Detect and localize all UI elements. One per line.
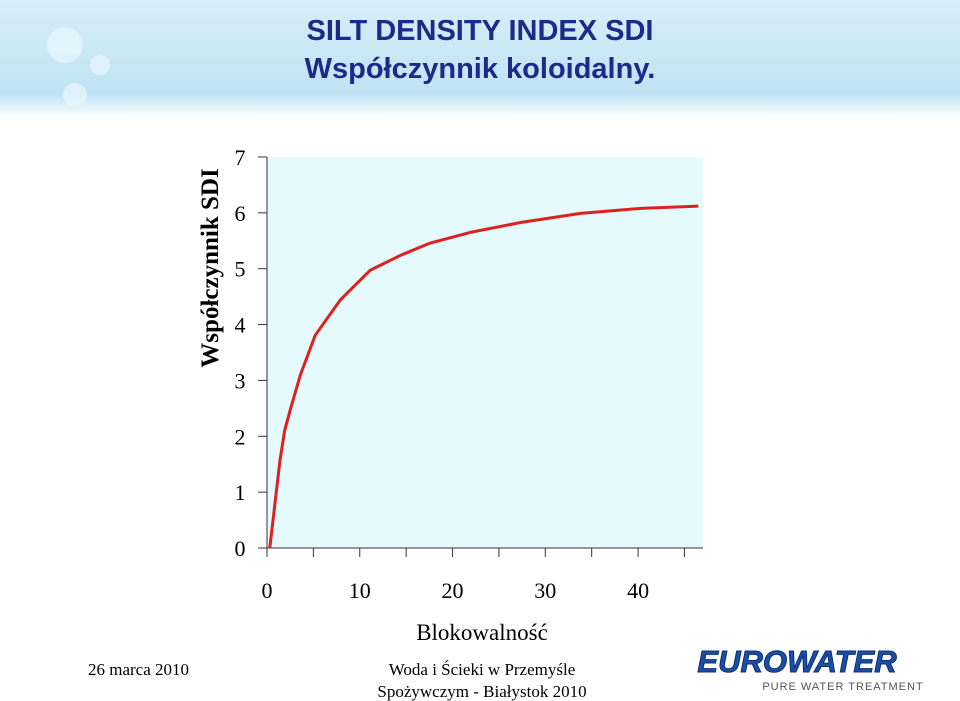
x-tick-label: 30 (534, 578, 556, 603)
bubble (47, 27, 83, 63)
y-tick-label: 4 (235, 313, 246, 338)
header-band (0, 0, 960, 118)
bubble (63, 83, 87, 107)
y-tick-label: 0 (235, 536, 246, 561)
plot-area (267, 157, 703, 548)
title: SILT DENSITY INDEX SDI (307, 15, 654, 47)
subtitle: Współczynnik koloidalny. (305, 53, 656, 85)
footer-event: Woda i Ścieki w Przemyśle (389, 660, 576, 679)
footer-event: Spożywczym - Białystok 2010 (377, 682, 586, 701)
y-axis-label: Współczynnik SDI (197, 168, 224, 367)
y-tick-label: 2 (235, 424, 246, 449)
y-tick-label: 3 (235, 368, 246, 393)
x-tick-label: 20 (442, 578, 464, 603)
x-tick-label: 40 (627, 578, 649, 603)
x-tick-label: 10 (349, 578, 371, 603)
line (268, 204, 699, 549)
logo-tagline: PURE WATER TREATMENT (762, 681, 923, 693)
bubble (90, 55, 110, 75)
x-axis-label: Blokowalność (416, 620, 548, 645)
logo: EUROWATER (697, 644, 897, 679)
x-tick-label: 0 (262, 578, 273, 603)
y-tick-label: 1 (235, 480, 246, 505)
y-tick-label: 7 (235, 145, 246, 170)
y-tick-label: 6 (235, 201, 246, 226)
footer-date: 26 marca 2010 (88, 660, 189, 679)
y-tick-label: 5 (235, 257, 246, 282)
